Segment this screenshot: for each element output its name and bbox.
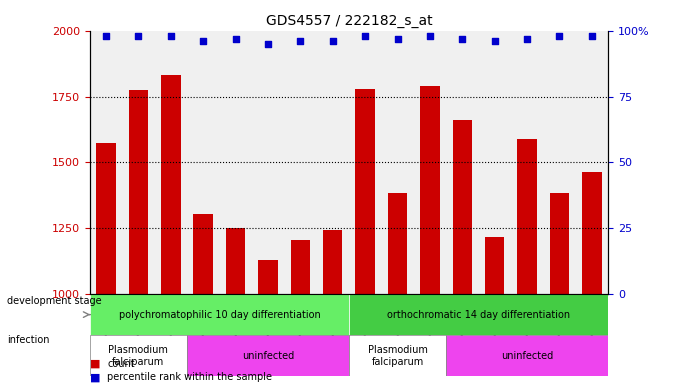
Text: count: count	[107, 359, 135, 369]
Bar	[388, 193, 407, 294]
Text: uninfected: uninfected	[501, 351, 553, 361]
Bar	[420, 86, 439, 294]
Text: uninfected: uninfected	[242, 351, 294, 361]
Text: Plasmodium
falciparum: Plasmodium falciparum	[368, 345, 428, 367]
Bar	[193, 214, 213, 294]
Bar	[355, 89, 375, 294]
Point	[328, 38, 339, 44]
Text: development stage: development stage	[7, 296, 102, 306]
Point	[392, 36, 403, 42]
Bar	[291, 240, 310, 294]
Point	[100, 33, 111, 39]
Text: orthochromatic 14 day differentiation: orthochromatic 14 day differentiation	[387, 310, 570, 319]
Point	[133, 33, 144, 39]
Point	[230, 36, 241, 42]
Text: ■: ■	[90, 372, 100, 382]
FancyBboxPatch shape	[90, 294, 349, 335]
Text: percentile rank within the sample: percentile rank within the sample	[107, 372, 272, 382]
Point	[489, 38, 500, 44]
Bar	[226, 228, 245, 294]
Point	[198, 38, 209, 44]
Bar	[485, 237, 504, 294]
FancyBboxPatch shape	[446, 335, 608, 376]
FancyBboxPatch shape	[349, 335, 446, 376]
Point	[263, 41, 274, 47]
Text: ■: ■	[90, 359, 100, 369]
Point	[295, 38, 306, 44]
Point	[165, 33, 176, 39]
Bar	[161, 76, 180, 294]
Point	[457, 36, 468, 42]
Text: Plasmodium
falciparum: Plasmodium falciparum	[108, 345, 169, 367]
Bar	[323, 230, 343, 294]
Title: GDS4557 / 222182_s_at: GDS4557 / 222182_s_at	[265, 14, 433, 28]
Bar	[96, 142, 116, 294]
Point	[522, 36, 533, 42]
Point	[359, 33, 370, 39]
Point	[424, 33, 435, 39]
Bar	[550, 193, 569, 294]
FancyBboxPatch shape	[187, 335, 349, 376]
Bar	[258, 260, 278, 294]
Bar	[518, 139, 537, 294]
Text: infection: infection	[7, 335, 50, 345]
Point	[554, 33, 565, 39]
Bar	[453, 120, 472, 294]
Bar	[129, 90, 148, 294]
Text: polychromatophilic 10 day differentiation: polychromatophilic 10 day differentiatio…	[119, 310, 320, 319]
Point	[587, 33, 598, 39]
FancyBboxPatch shape	[349, 294, 608, 335]
Bar	[582, 172, 602, 294]
FancyBboxPatch shape	[90, 335, 187, 376]
